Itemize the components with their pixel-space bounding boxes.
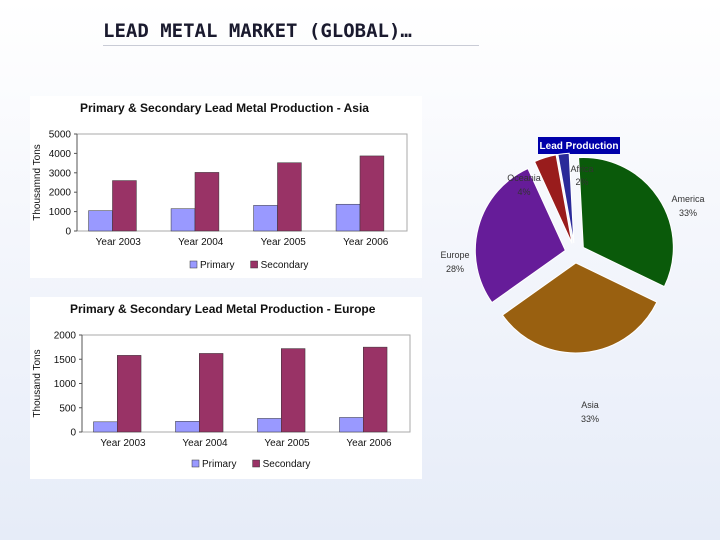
legend-swatch-secondary xyxy=(252,459,260,468)
bar-secondary-1 xyxy=(194,172,220,232)
pie-slice-europe xyxy=(474,167,566,304)
pie-value-oceania: 4% xyxy=(517,187,530,197)
bar-primary-2 xyxy=(253,205,278,232)
pie-value-africa: 2% xyxy=(575,177,588,187)
bar-secondary-3 xyxy=(359,155,385,232)
europe-chart-panel: Primary & Secondary Lead Metal Productio… xyxy=(30,297,422,479)
europe-bar-chart: Primary & Secondary Lead Metal Productio… xyxy=(32,302,411,470)
bar-primary-1 xyxy=(175,421,200,433)
pie-value-europe: 28% xyxy=(446,264,464,274)
pie-title: Lead Production xyxy=(540,141,619,152)
x-tick-label: Year 2005 xyxy=(261,237,307,248)
pie-slice-america xyxy=(578,157,674,288)
y-tick-label: 1500 xyxy=(54,355,77,366)
bar-primary-2 xyxy=(257,418,282,433)
pie-label-africa: Africa xyxy=(570,164,593,174)
x-tick-label: Year 2006 xyxy=(343,237,389,248)
pie-label-europe: Europe xyxy=(440,250,469,260)
bar-primary-0 xyxy=(93,421,118,433)
x-tick-label: Year 2005 xyxy=(264,438,310,449)
slide-title: LEAD METAL MARKET (GLOBAL)… xyxy=(103,20,412,42)
legend-label-secondary: Secondary xyxy=(263,459,311,470)
asia-bar-chart: Primary & Secondary Lead Metal Productio… xyxy=(32,101,408,271)
pie-label-oceania: Oceania xyxy=(507,173,541,183)
bar-secondary-0 xyxy=(112,180,137,232)
y-tick-label: 0 xyxy=(70,428,76,439)
title-divider xyxy=(103,45,479,46)
chart-title: Primary & Secondary Lead Metal Productio… xyxy=(80,101,369,115)
y-axis-label: Thousamnd Tons xyxy=(32,144,43,221)
bar-primary-3 xyxy=(335,203,361,232)
y-tick-label: 3000 xyxy=(49,168,72,179)
bar-secondary-3 xyxy=(363,346,388,433)
legend-swatch-secondary xyxy=(250,260,258,269)
y-tick-label: 1000 xyxy=(54,379,77,390)
pie-value-asia: 33% xyxy=(581,414,599,424)
y-tick-label: 0 xyxy=(65,227,71,238)
x-tick-label: Year 2003 xyxy=(96,237,142,248)
pie-label-asia: Asia xyxy=(581,400,599,410)
pie-label-america: America xyxy=(671,194,704,204)
pie-title-box: Lead Production xyxy=(538,137,620,154)
legend-swatch-primary xyxy=(191,459,200,468)
bar-secondary-2 xyxy=(281,348,306,433)
pie-value-america: 33% xyxy=(679,208,697,218)
pie-slice-asia xyxy=(501,262,658,354)
y-tick-label: 2000 xyxy=(49,188,72,199)
bar-secondary-1 xyxy=(199,353,224,433)
legend-label-secondary: Secondary xyxy=(261,260,309,271)
y-tick-label: 5000 xyxy=(49,130,72,141)
x-tick-label: Year 2006 xyxy=(346,438,392,449)
bar-secondary-0 xyxy=(117,355,142,433)
x-tick-label: Year 2003 xyxy=(100,438,146,449)
legend-label-primary: Primary xyxy=(202,459,236,470)
x-tick-label: Year 2004 xyxy=(178,237,224,248)
bar-primary-0 xyxy=(88,210,113,232)
bar-secondary-2 xyxy=(277,162,302,232)
x-tick-label: Year 2004 xyxy=(182,438,228,449)
bar-primary-1 xyxy=(170,208,196,232)
y-tick-label: 2000 xyxy=(54,331,77,342)
legend-label-primary: Primary xyxy=(200,260,234,271)
y-tick-label: 500 xyxy=(59,403,76,414)
pie-title-background xyxy=(538,137,620,154)
legend-swatch-primary xyxy=(189,260,198,269)
pie-slice-africa xyxy=(557,152,575,244)
y-tick-label: 4000 xyxy=(49,149,72,160)
asia-chart-panel: Primary & Secondary Lead Metal Productio… xyxy=(30,96,422,278)
y-axis-label: Thousand Tons xyxy=(32,349,43,417)
lead-production-pie-chart: Lead Production America 33% Asia 33% Europe 28… xyxy=(440,137,705,424)
pie-slice-oceania xyxy=(533,154,573,244)
bar-primary-3 xyxy=(339,417,364,433)
y-tick-label: 1000 xyxy=(49,207,72,218)
chart-title: Primary & Secondary Lead Metal Productio… xyxy=(70,302,376,316)
